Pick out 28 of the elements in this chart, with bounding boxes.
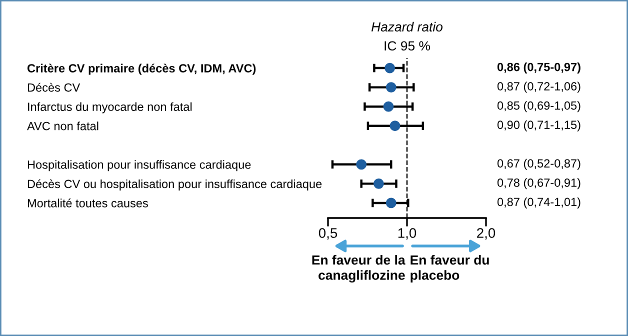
y-tick-label: Décès CV — [28, 82, 80, 92]
data-label: 0,86 (0,75-0,97) — [497, 62, 580, 74]
point — [384, 62, 396, 74]
point — [356, 159, 367, 170]
y-tick-label: Hospitalisation pour insuffisance cardiaque — [28, 160, 251, 172]
data-label: 0,87 (0,72-1,06) — [497, 82, 580, 93]
x-tick-label: 0,5 — [318, 228, 338, 240]
x-tick-label: 1,0 — [398, 228, 416, 240]
data-label: 0,78 (0,67-0,91) — [497, 178, 580, 190]
y-tick-label: Infarctus du myocarde non fatal — [28, 102, 192, 114]
data-label: 0,90 (0,71-1,15) — [497, 120, 580, 132]
data-label: 0,85 (0,69-1,05) — [497, 101, 580, 112]
point — [373, 178, 384, 189]
point — [386, 198, 396, 208]
y-tick-label: AVC non fatal — [27, 122, 98, 130]
point — [390, 120, 400, 132]
y-tick-label: Mortalité toutes causes — [28, 198, 148, 208]
chart-subtitle: IC 95 % — [384, 41, 430, 51]
point — [383, 101, 394, 112]
y-tick-label: Décès CV ou hospitalisation pour insuffisance cardiaque — [28, 179, 322, 190]
y-tick-label: Critère CV primaire (décès CV, IDM, AVC) — [27, 64, 256, 75]
text: En faveur de la canagliflozine — [312, 255, 406, 283]
data-label: 0,87 (0,74-1,01) — [497, 197, 580, 208]
point — [386, 82, 396, 93]
text: En faveur du placebo — [410, 255, 489, 282]
data-label: 0,67 (0,52-0,87) — [497, 158, 580, 170]
x-tick-label: 2,0 — [477, 228, 496, 240]
chart-title: Hazard ratio — [371, 22, 443, 32]
